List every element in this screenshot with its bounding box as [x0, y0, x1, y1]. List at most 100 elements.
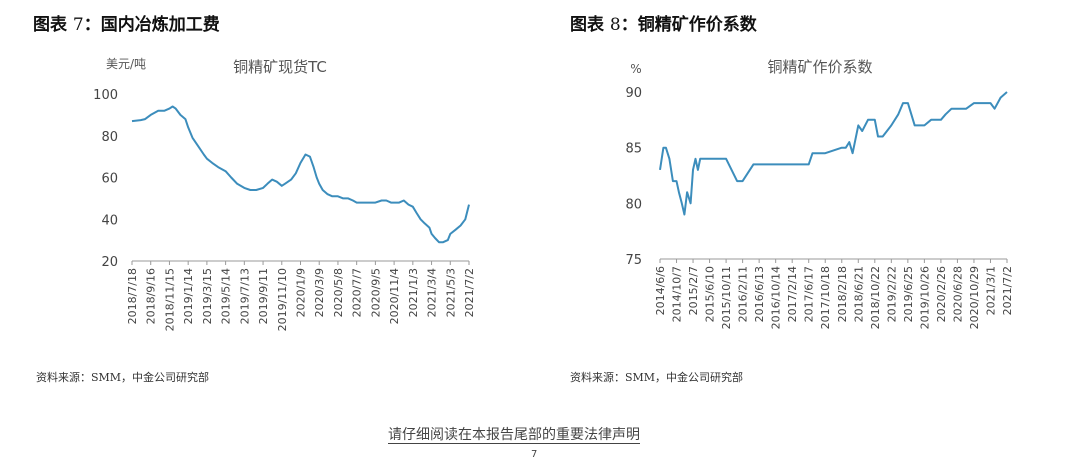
legal-disclaimer-link[interactable]: 请仔细阅读在本报告尾部的重要法律声明	[388, 427, 640, 443]
x-tick-label: 2017/10/18	[819, 266, 832, 329]
y-tick-label: 20	[101, 255, 118, 270]
x-tick-label: 2021/1/3	[407, 268, 420, 317]
figure-8-source: 资料来源：SMM，中金公司研究部	[570, 371, 744, 384]
data-point	[681, 202, 683, 204]
x-tick-label: 2020/5/8	[332, 268, 345, 317]
data-point	[662, 147, 664, 149]
x-tick-label: 2019/2/22	[885, 266, 898, 322]
x-tick-label: 2018/6/21	[852, 266, 865, 322]
x-tick-label: 2019/9/11	[257, 268, 270, 324]
data-point	[686, 191, 688, 193]
data-point	[877, 135, 879, 137]
x-tick-label: 2018/11/15	[163, 268, 176, 331]
y-tick-label: 85	[625, 142, 642, 157]
x-tick-label: 2014/10/7	[671, 266, 684, 322]
x-tick-label: 2020/7/7	[351, 268, 364, 317]
x-tick-label: 2021/7/2	[1001, 266, 1014, 315]
data-point	[845, 147, 847, 149]
x-tick-label: 2019/3/15	[201, 268, 214, 324]
data-point	[944, 113, 946, 115]
figure-7-source: 资料来源：SMM，中金公司研究部	[36, 371, 210, 384]
x-tick-label: 2020/3/9	[313, 268, 326, 317]
y-tick-label: 80	[101, 130, 118, 145]
figure-7-title-prefix: 图表	[33, 15, 67, 35]
data-point	[741, 180, 743, 182]
x-tick-label: 2019/10/26	[918, 266, 931, 329]
data-point	[824, 152, 826, 154]
data-point	[874, 119, 876, 121]
y-tick-label: 80	[625, 197, 642, 212]
data-point	[692, 169, 694, 171]
data-point	[1006, 91, 1008, 93]
x-tick-label: 2019/7/13	[238, 268, 251, 324]
x-tick-label: 2019/1/14	[182, 268, 195, 324]
data-point	[867, 119, 869, 121]
y-tick-label: 60	[101, 172, 118, 187]
figure-8-title-number: 8	[609, 15, 621, 35]
data-point	[930, 119, 932, 121]
x-tick-label: 2020/1/9	[295, 268, 308, 317]
data-point	[758, 163, 760, 165]
x-tick-label: 2020/11/4	[388, 268, 401, 324]
data-point	[689, 202, 691, 204]
y-tick-label: 40	[101, 213, 118, 228]
x-tick-label: 2016/6/13	[753, 266, 766, 322]
data-point	[675, 180, 677, 182]
data-point	[725, 158, 727, 160]
data-point	[668, 158, 670, 160]
data-point	[678, 191, 680, 193]
data-point	[973, 102, 975, 104]
y-tick-label: 75	[625, 253, 642, 268]
data-point	[811, 152, 813, 154]
data-point	[851, 152, 853, 154]
x-tick-label: 2019/5/14	[220, 268, 233, 324]
data-point	[659, 169, 661, 171]
figure-7-title: 图表 7：国内冶炼加工费	[33, 10, 220, 35]
x-tick-label: 2015/10/11	[720, 266, 733, 329]
x-tick-label: 2018/7/18	[126, 268, 139, 324]
x-tick-label: 2021/5/3	[444, 268, 457, 317]
data-point	[752, 163, 754, 165]
x-tick-label: 2017/2/14	[786, 266, 799, 322]
x-tick-label: 2017/6/17	[803, 266, 816, 322]
x-tick-label: 2018/2/18	[836, 266, 849, 322]
x-tick-label: 2016/2/11	[737, 266, 750, 322]
x-tick-label: 2019/6/25	[902, 266, 915, 322]
x-tick-label: 2019/11/10	[276, 268, 289, 331]
data-point	[841, 147, 843, 149]
x-tick-label: 2018/9/16	[145, 268, 158, 324]
y-tick-label: 90	[625, 86, 642, 101]
series-line	[659, 91, 1008, 216]
data-point	[665, 147, 667, 149]
x-tick-label: 2021/7/2	[463, 268, 476, 317]
chart-title: 铜精矿作价系数	[767, 58, 872, 76]
x-tick-label: 2018/10/22	[869, 266, 882, 329]
x-tick-label: 2020/9/5	[369, 268, 382, 317]
x-tick-label: 2020/6/28	[951, 266, 964, 322]
figure-8-title: 图表 8：铜精矿作价系数	[570, 10, 757, 35]
data-point	[775, 163, 777, 165]
data-point	[999, 96, 1001, 98]
x-tick-label: 2015/2/7	[687, 266, 700, 315]
figure-8-title-text: ：铜精矿作价系数	[620, 15, 757, 35]
data-point	[791, 163, 793, 165]
data-point	[808, 163, 810, 165]
data-point	[907, 102, 909, 104]
data-point	[956, 108, 958, 110]
data-point	[993, 108, 995, 110]
data-point	[989, 102, 991, 104]
data-point	[694, 158, 696, 160]
data-point	[672, 180, 674, 182]
x-tick-label: 2021/3/1	[984, 266, 997, 315]
data-point	[857, 124, 859, 126]
data-point	[983, 102, 985, 104]
data-point	[923, 124, 925, 126]
series-line	[131, 105, 470, 244]
data-point	[902, 102, 904, 104]
x-tick-label: 2014/6/6	[654, 266, 667, 315]
page-number: 7	[531, 449, 538, 460]
x-tick-label: 2021/3/4	[426, 268, 439, 317]
y-tick-label: 100	[93, 88, 118, 103]
